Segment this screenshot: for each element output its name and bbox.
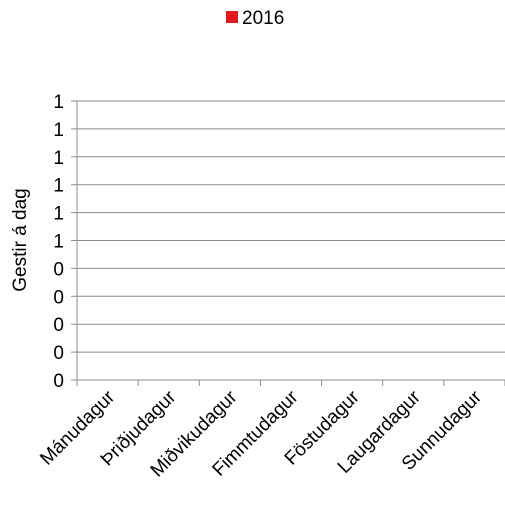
y-tick-label: 0 <box>53 287 64 308</box>
y-tick-label: 1 <box>53 148 64 169</box>
y-tick-label: 1 <box>53 176 64 197</box>
gridlines <box>77 100 505 353</box>
y-axis-title: Gestir á dag <box>10 188 31 292</box>
y-tick-label: 0 <box>53 259 64 280</box>
legend-swatch-2016 <box>226 11 238 23</box>
y-tick-label: 1 <box>53 204 64 225</box>
y-axis-tick-labels: 0 0 0 0 0 1 1 1 1 1 1 <box>53 92 77 392</box>
y-tick-label: 1 <box>53 232 64 253</box>
legend-label-2016: 2016 <box>242 8 284 29</box>
legend: 2016 <box>226 8 284 29</box>
y-tick-label: 0 <box>53 371 64 392</box>
y-tick-label: 0 <box>53 315 64 336</box>
x-axis-tick-marks <box>76 380 505 386</box>
y-tick-label: 0 <box>53 343 64 364</box>
x-axis-tick-labels: MánudagurÞriðjudagurMiðvikudagurFimmtuda… <box>36 386 486 481</box>
y-tick-label: 1 <box>53 92 64 113</box>
y-tick-label: 1 <box>53 120 64 141</box>
